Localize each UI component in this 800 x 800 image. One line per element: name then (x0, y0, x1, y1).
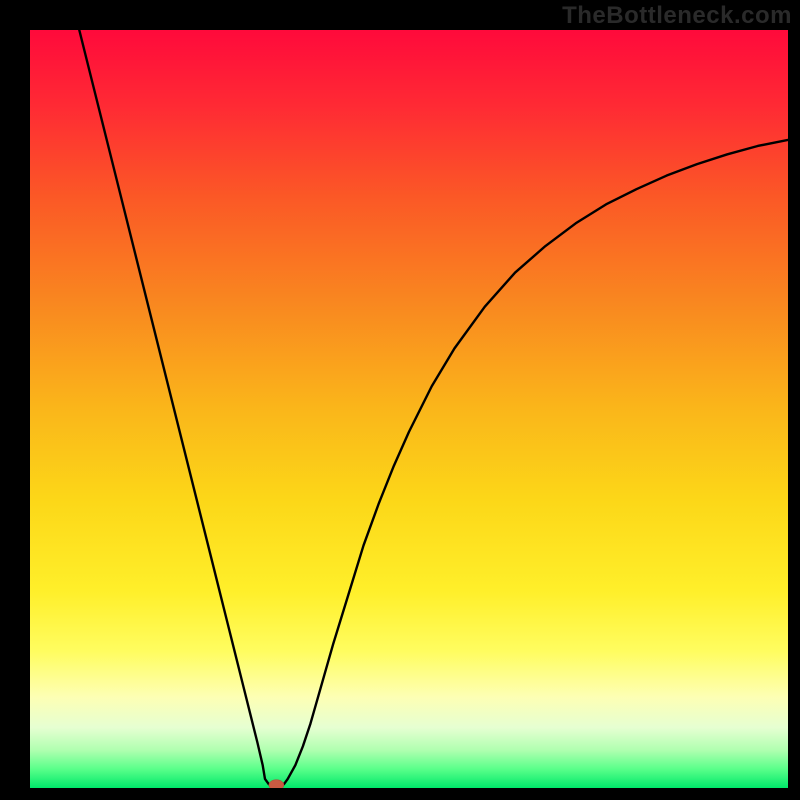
chart-background (30, 30, 788, 788)
optimum-marker (269, 780, 284, 788)
bottleneck-chart (30, 30, 788, 788)
watermark-text: TheBottleneck.com (562, 2, 792, 30)
